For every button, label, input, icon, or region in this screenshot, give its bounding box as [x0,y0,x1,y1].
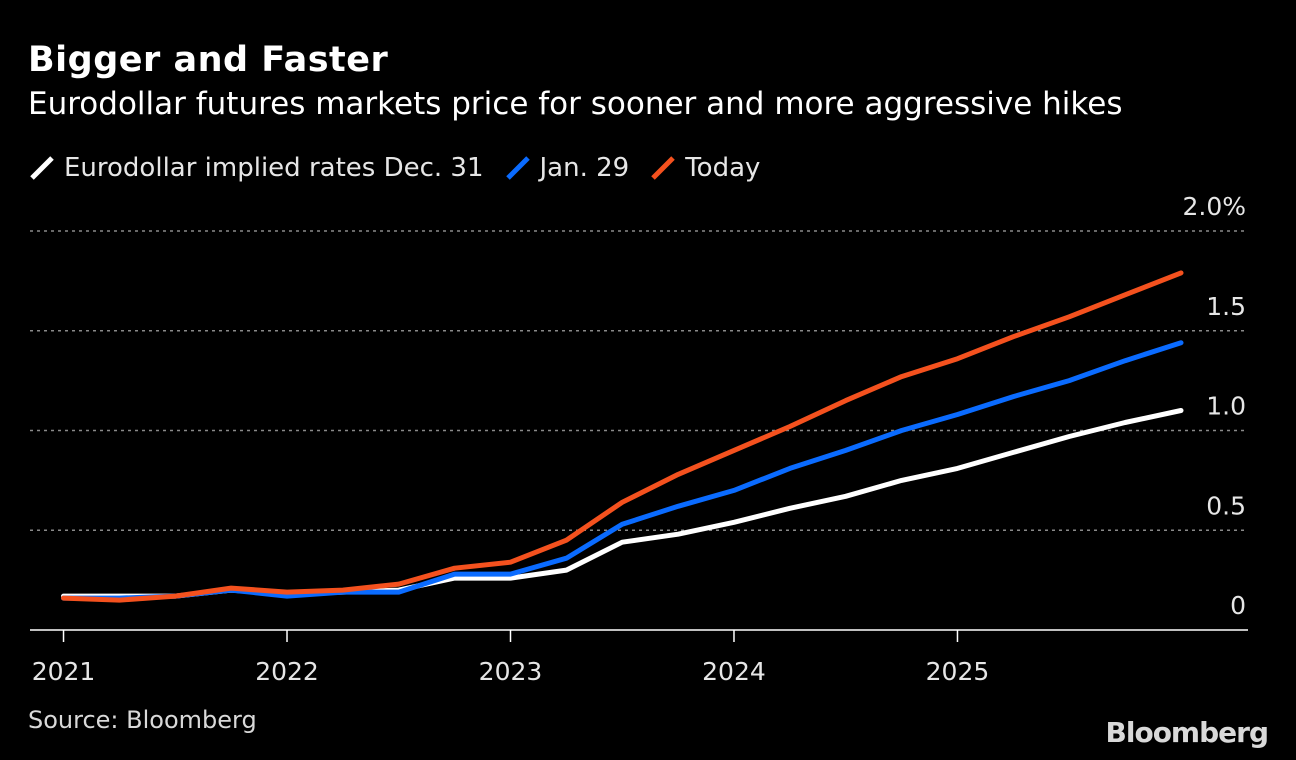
legend-swatch-jan29-icon [505,156,530,180]
legend-label-today: Today [685,153,761,183]
series-line-today [61,270,1184,603]
legend-item-today: Today [649,153,760,183]
legend-swatch-today-icon [651,156,675,180]
source-note: Source: Bloomberg [28,706,257,734]
y-tick-label-3: 1.5 [1206,292,1246,321]
y-tick-label-1: 0.5 [1206,491,1246,520]
legend-item-dec31: Eurodollar implied rates Dec. 31 [28,153,484,183]
legend-label-jan29: Jan. 29 [539,153,630,183]
x-tick-label-3: 2024 [702,657,766,686]
x-tick-label-2: 2023 [479,657,543,686]
legend: Eurodollar implied rates Dec. 31 Jan. 29… [28,150,780,186]
bloomberg-logo: Bloomberg [1105,716,1269,749]
series-line-jan-29 [61,340,1184,601]
x-tick-label-4: 2025 [926,657,990,686]
chart-subtitle: Eurodollar futures markets price for soo… [28,86,1123,122]
legend-label-dec31: Eurodollar implied rates Dec. 31 [64,153,484,183]
y-tick-label-4: 2.0% [1182,192,1246,221]
y-tick-label-2: 1.0 [1206,392,1246,421]
legend-item-jan29: Jan. 29 [504,153,630,183]
x-tick-label-1: 2022 [255,657,319,686]
y-tick-label-0: 0 [1230,591,1246,620]
legend-swatch-dec31-icon [30,156,54,180]
x-tick-label-0: 2021 [32,657,96,686]
chart-title: Bigger and Faster [28,40,389,80]
